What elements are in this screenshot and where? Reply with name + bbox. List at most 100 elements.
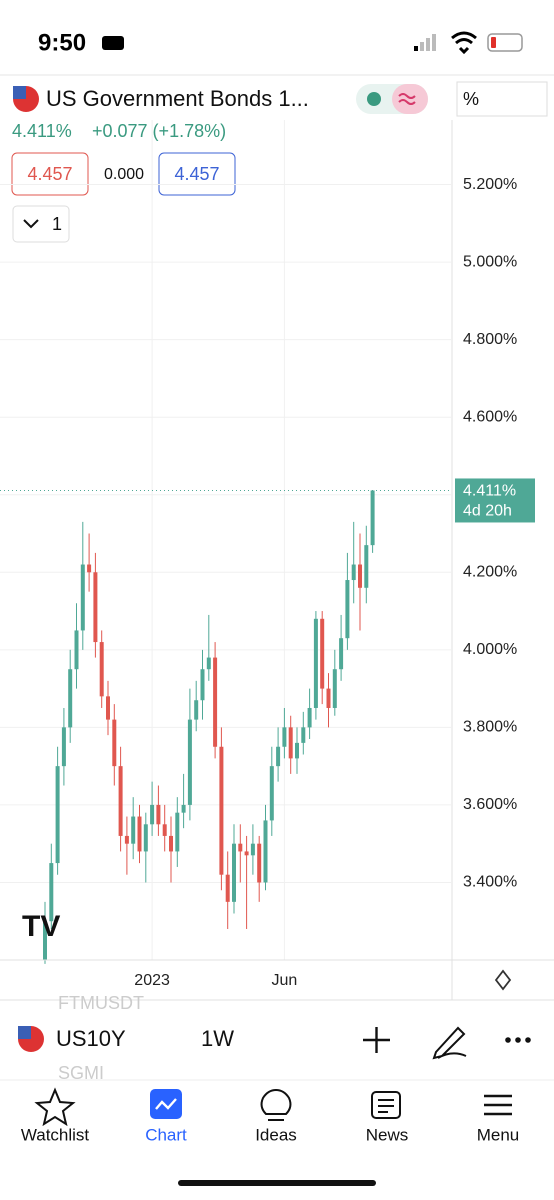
flag-canton [18,1026,31,1039]
nav-label[interactable]: Watchlist [21,1125,90,1144]
candle-body [269,766,274,821]
candle-body [187,719,192,805]
candle-body [288,727,293,759]
unit-label[interactable]: % [463,89,479,109]
x-tick-label: Jun [272,972,298,989]
candle-body [364,545,369,588]
nav-label[interactable]: News [366,1125,409,1144]
candle-body [200,669,205,701]
status-dot [367,92,381,106]
candle-body [194,700,199,720]
menu-icon[interactable] [484,1094,512,1116]
y-tick-label: 3.400% [463,874,517,891]
candle-body [295,742,299,759]
countdown-label: 4d 20h [463,503,512,520]
candle-body [206,657,211,670]
candle-body [276,746,281,767]
collapse-button[interactable] [12,205,70,243]
candle-body [307,707,312,728]
candle-body [320,618,325,689]
logo: TV [22,910,60,943]
signal-icon [414,34,436,51]
candle-body [61,727,66,767]
collapse-count[interactable]: 1 [52,214,62,234]
candle-body [137,816,142,852]
plot: 3.400%3.600%3.800%4.000%4.200%4.400%4.60… [0,120,535,989]
y-tick-label: 4.600% [463,408,517,425]
candle-body [232,843,236,902]
draw-icon[interactable] [432,1026,467,1060]
nav-label[interactable]: Ideas [255,1125,297,1144]
candle-body [74,630,79,670]
candle-body [93,572,98,643]
news-icon[interactable] [371,1091,401,1119]
candle-body [68,669,73,728]
candle-body [87,564,92,573]
add-icon[interactable] [363,1027,390,1053]
last-price-box [455,478,535,523]
y-tick-label: 3.800% [463,719,517,736]
y-tick-label: 4.800% [463,331,517,348]
candle-body [112,719,117,767]
toolbar-symbol[interactable]: US10Y [56,1026,126,1051]
candle-body [118,766,123,836]
price-change: +0.077 (+1.78%) [92,121,226,141]
ask-price[interactable]: 4.457 [174,164,219,184]
settings-icon[interactable] [494,969,512,991]
candle-body [169,835,173,852]
candle-body [244,851,249,856]
candle-body [181,804,186,813]
candle-body [351,564,356,581]
candle-body [213,657,218,747]
last-price-label: 4.411% [463,483,516,500]
candle-body [162,824,167,836]
y-tick-label: 5.000% [463,253,517,270]
chart-icon-line [155,1098,177,1110]
candle-body [106,696,110,720]
candle-body [358,564,362,588]
last-price: 4.411% [12,121,72,141]
candle-body [131,816,136,844]
ghost-symbol: SGMI [58,1063,104,1083]
symbol-title[interactable]: US Government Bonds 1... [46,86,309,111]
candle-body [332,669,337,708]
nav-label[interactable]: Chart [145,1125,187,1144]
candle-body [49,863,54,922]
candle-body [238,843,243,852]
nav-label[interactable]: Menu [477,1125,520,1144]
chart-icon[interactable] [150,1089,182,1119]
ghost-symbol: FTMUSDT [58,993,144,1013]
y-tick-label: 3.600% [463,796,517,813]
candle-body [124,835,129,844]
flag-canton [13,86,26,99]
ideas-icon[interactable] [260,1088,292,1121]
y-tick-label: 5.200% [463,176,517,193]
candle-body [370,490,375,546]
candle-body [263,820,268,883]
bid-price[interactable]: 4.457 [27,164,72,184]
candle-body [345,580,350,639]
spread: 0.000 [104,166,144,183]
market-toggle-right[interactable] [392,84,428,114]
battery-level [491,37,496,48]
candle-body [80,564,85,631]
candle-body [143,824,148,852]
compare-icon [398,93,416,105]
chevron-icon [23,219,39,229]
y-tick-label: 4.200% [463,563,517,580]
toolbar-interval[interactable]: 1W [201,1026,234,1051]
unit-button[interactable] [456,81,548,117]
candle-body [282,727,287,747]
wifi-icon [451,31,477,55]
x-tick-label: 2023 [134,972,170,989]
more-icon[interactable] [505,1037,531,1043]
candle-body [55,766,60,864]
candle-body [313,618,318,708]
nav-labels: Watchlist Chart Ideas News Menu [21,1125,519,1144]
watchlist-icon[interactable] [34,1087,76,1127]
candle-body [301,727,306,743]
news-icon-lines [378,1099,394,1113]
y-tick-label: 4.000% [463,641,517,658]
